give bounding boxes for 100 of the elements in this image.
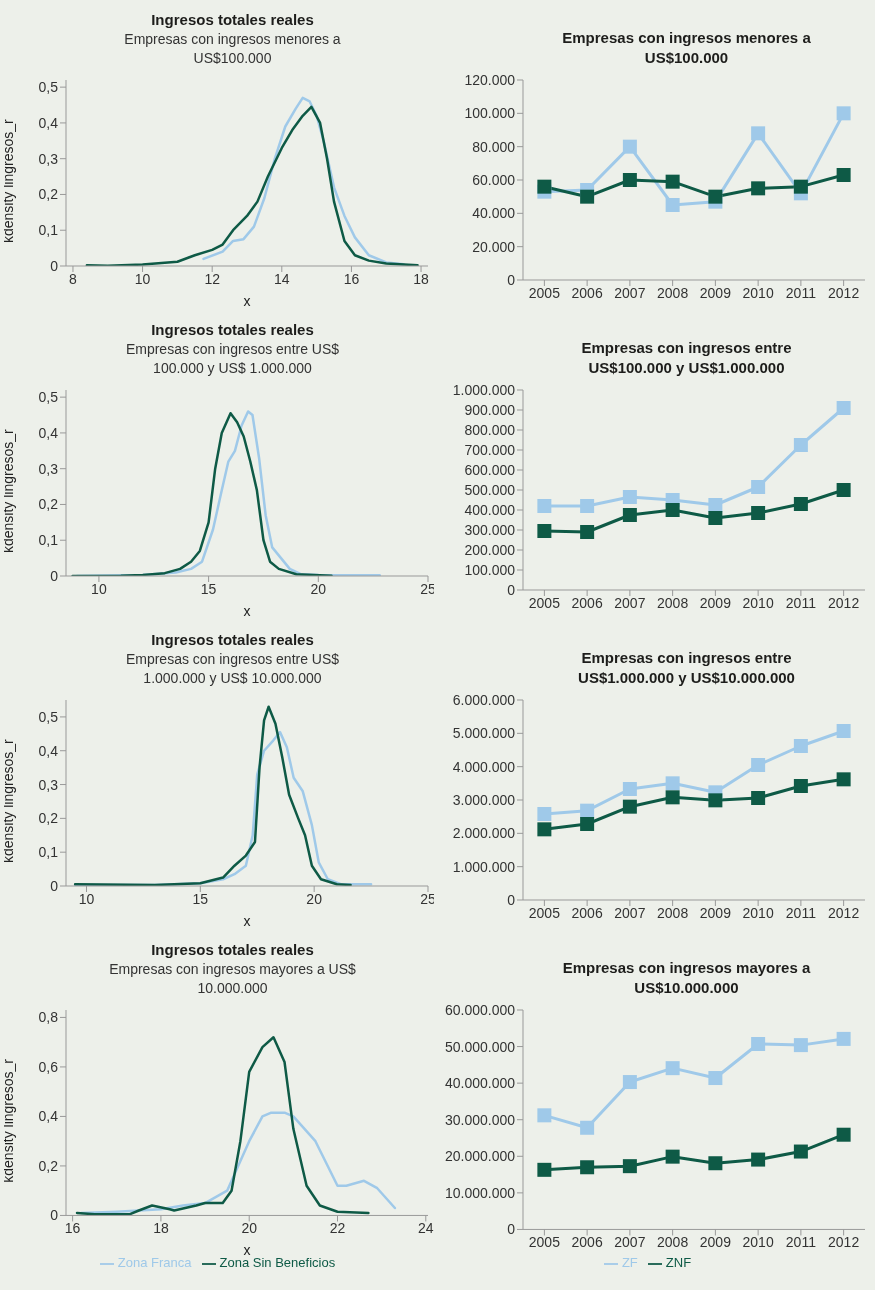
point (665, 790, 680, 805)
point (793, 497, 808, 511)
y-tick-label: 1.000.000 (452, 858, 515, 875)
y-tick-label: 300.000 (463, 521, 515, 538)
point (536, 524, 551, 538)
chart-title: Ingresos totales reales (150, 940, 315, 960)
x-tick-label: 20 (240, 1220, 257, 1237)
x-tick-label: 2012 (827, 1234, 859, 1251)
chart-title: Ingresos totales reales (150, 320, 315, 340)
y-tick-label: 5.000.000 (452, 725, 515, 742)
x-tick-label: 2009 (699, 1234, 731, 1251)
line-series (85, 105, 419, 266)
y-tick-label: 0,1 (38, 532, 58, 549)
x-tick-label: 2010 (742, 284, 774, 301)
y-tick-label: 0 (49, 257, 58, 274)
chart-title: Empresas con ingresos entre US$1.000.000 y US$10.000.000 (577, 648, 796, 688)
y-tick-label: 0,3 (38, 776, 58, 793)
y-tick-label: 0,2 (38, 1157, 58, 1174)
x-tick-label: 2011 (785, 284, 816, 301)
y-tick-label: 400.000 (463, 501, 515, 518)
y-tick-label: 0,4 (38, 114, 58, 131)
chart-title: Ingresos totales reales (150, 630, 315, 650)
point (579, 525, 594, 539)
point (750, 1152, 765, 1167)
y-tick-label: 700.000 (463, 441, 515, 458)
point (622, 782, 637, 796)
point (579, 1120, 594, 1135)
point (622, 799, 637, 814)
point (750, 126, 765, 141)
x-tick-label: 2010 (742, 594, 774, 611)
chart-title: Ingresos totales reales (150, 10, 315, 30)
x-tick-label: 2006 (571, 904, 603, 921)
x-tick-label: 2005 (528, 284, 560, 301)
point (622, 173, 637, 187)
x-tick-label: 2007 (613, 284, 646, 301)
chart-subtitle: Empresas con ingresos menores a US$100.000 (123, 30, 342, 68)
point (750, 181, 765, 196)
point (836, 106, 851, 121)
y-tick-label: 60.000 (471, 171, 515, 188)
x-tick-label: 2008 (656, 284, 688, 301)
point (665, 174, 680, 189)
x-tick-label: 2012 (827, 284, 859, 301)
x-tick-label: 2007 (613, 594, 646, 611)
x-axis-title: x (243, 603, 250, 619)
y-tick-label: 0 (506, 271, 515, 288)
point (665, 1149, 680, 1164)
x-tick-label: 2005 (528, 904, 560, 921)
y-tick-label: 20.000.000 (444, 1148, 515, 1165)
point (622, 1075, 637, 1090)
x-tick-label: 2010 (742, 904, 774, 921)
point (750, 791, 765, 805)
point (579, 189, 594, 204)
y-tick-label: 0 (506, 891, 515, 908)
point (579, 803, 594, 818)
y-tick-label: 900.000 (463, 401, 515, 418)
x-tick-label: 2012 (827, 904, 859, 921)
point (750, 1037, 765, 1052)
x-tick-label: 2006 (571, 284, 603, 301)
y-tick-label: 0 (506, 1221, 515, 1238)
y-tick-label: 80.000 (471, 138, 515, 155)
x-tick-label: 12 (203, 270, 220, 287)
x-tick-label: 10 (78, 890, 94, 907)
y-tick-label: 0,3 (38, 150, 58, 167)
y-tick-label: 0,2 (38, 186, 58, 203)
point (707, 793, 722, 808)
point (665, 198, 680, 212)
x-tick-label: 10 (90, 580, 107, 597)
x-tick-label: 18 (412, 270, 429, 287)
y-tick-label: 0 (49, 1207, 58, 1224)
point (707, 189, 722, 204)
y-tick-label: 100.000 (463, 105, 515, 122)
y-tick-label: 0,4 (38, 742, 58, 759)
x-tick-label: 2005 (528, 1234, 560, 1251)
y-tick-label: 0,1 (38, 844, 58, 861)
point (793, 739, 808, 753)
y-tick-label: 0 (506, 581, 515, 598)
point (665, 503, 680, 517)
point (836, 724, 851, 738)
y-tick-label: 0 (49, 877, 58, 894)
x-tick-label: 18 (152, 1220, 169, 1237)
x-tick-label: 2009 (699, 904, 731, 921)
y-tick-label: 0,5 (38, 389, 58, 406)
y-tick-label: 0,6 (38, 1058, 58, 1075)
y-tick-label: 40.000.000 (444, 1075, 515, 1092)
y-tick-label: 0,4 (38, 424, 58, 441)
point (750, 506, 765, 520)
x-tick-label: 16 (64, 1220, 81, 1237)
y-tick-label: 0,3 (38, 460, 58, 477)
y-tick-label: 30.000.000 (444, 1111, 515, 1128)
x-tick-label: 8 (68, 270, 77, 287)
y-tick-label: 4.000.000 (452, 758, 515, 775)
point (536, 499, 551, 513)
legend-label: ZNF (665, 1255, 692, 1271)
x-axis-title: x (243, 913, 250, 929)
y-tick-label: 0,2 (38, 810, 58, 827)
x-tick-label: 2006 (571, 1234, 603, 1251)
point (622, 508, 637, 522)
x-tick-label: 2008 (656, 904, 688, 921)
point (836, 1127, 851, 1142)
point (836, 401, 851, 415)
